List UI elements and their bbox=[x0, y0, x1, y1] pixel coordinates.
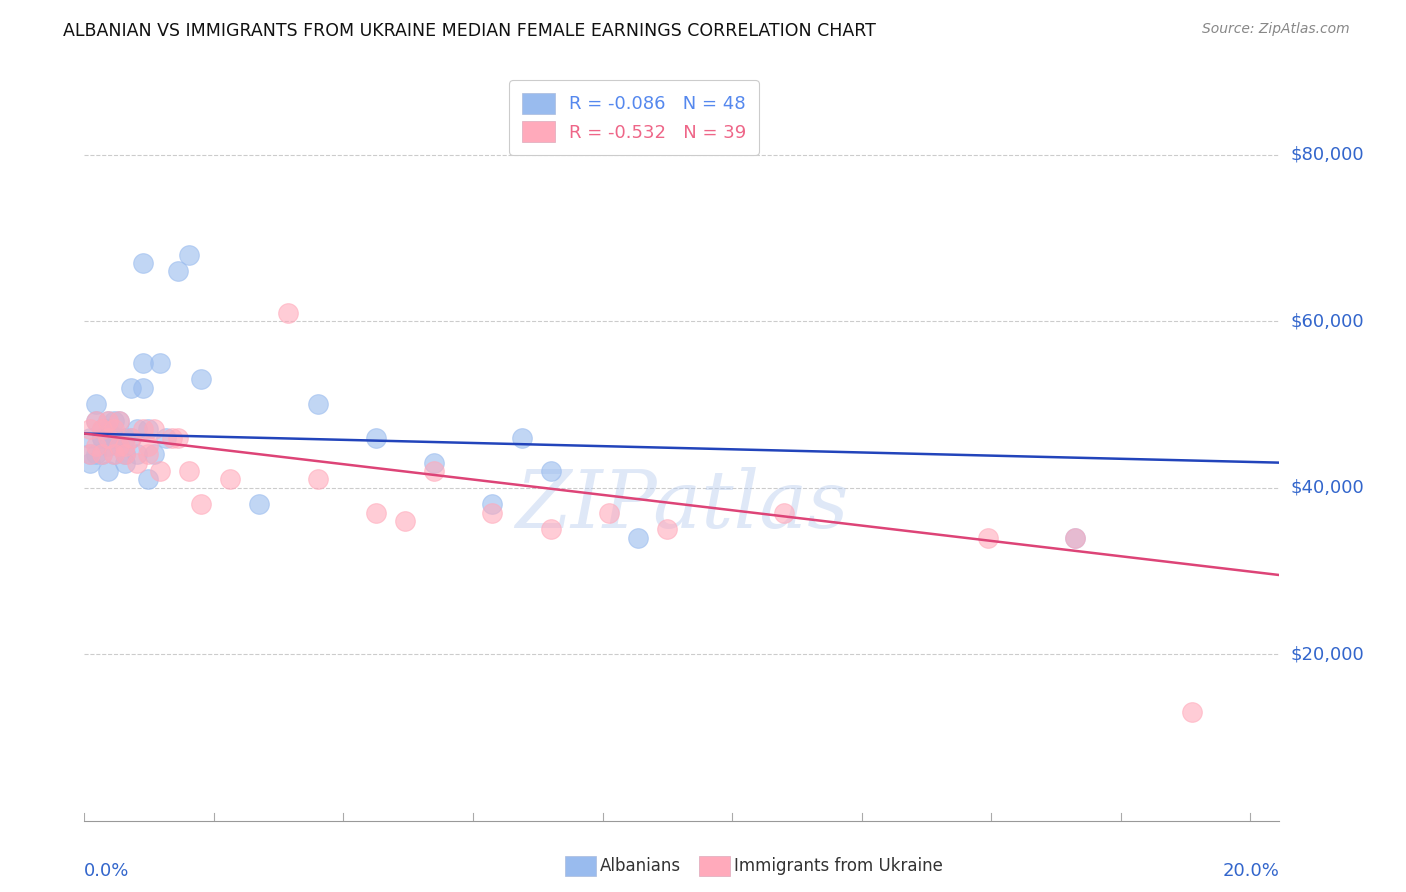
Point bbox=[277, 306, 299, 320]
Point bbox=[120, 431, 142, 445]
Point bbox=[179, 247, 201, 261]
Point bbox=[138, 447, 160, 461]
Point bbox=[103, 422, 125, 436]
Point bbox=[90, 447, 112, 461]
Point bbox=[79, 431, 101, 445]
Point bbox=[114, 447, 136, 461]
Point bbox=[84, 439, 107, 453]
Point bbox=[114, 456, 136, 470]
Point bbox=[125, 456, 148, 470]
Point bbox=[307, 397, 329, 411]
Text: 20.0%: 20.0% bbox=[1223, 862, 1279, 880]
Point bbox=[103, 447, 125, 461]
Point bbox=[394, 514, 416, 528]
Point bbox=[90, 422, 112, 436]
Point bbox=[79, 422, 101, 436]
Text: ZIPatlas: ZIPatlas bbox=[515, 467, 849, 545]
Point bbox=[138, 439, 160, 453]
Point bbox=[90, 422, 112, 436]
Text: $80,000: $80,000 bbox=[1291, 145, 1364, 163]
Text: $60,000: $60,000 bbox=[1291, 312, 1364, 330]
Point bbox=[143, 447, 166, 461]
Point bbox=[103, 431, 125, 445]
Point bbox=[114, 439, 136, 453]
Point bbox=[125, 422, 148, 436]
Point bbox=[108, 414, 131, 428]
Point bbox=[190, 372, 212, 386]
Point bbox=[120, 381, 142, 395]
Point bbox=[79, 447, 101, 461]
Point bbox=[84, 447, 107, 461]
Point bbox=[307, 472, 329, 486]
Point bbox=[423, 456, 446, 470]
Point bbox=[90, 447, 112, 461]
Text: $20,000: $20,000 bbox=[1291, 645, 1364, 663]
Point bbox=[131, 381, 153, 395]
Point bbox=[657, 522, 679, 536]
Text: 0.0%: 0.0% bbox=[84, 862, 129, 880]
Point bbox=[97, 414, 120, 428]
Point bbox=[108, 431, 131, 445]
Point bbox=[84, 397, 107, 411]
Point bbox=[79, 447, 101, 461]
Point bbox=[90, 431, 112, 445]
Point bbox=[627, 531, 650, 545]
Point bbox=[103, 447, 125, 461]
Point bbox=[364, 506, 387, 520]
Point bbox=[131, 422, 153, 436]
Point bbox=[598, 506, 620, 520]
Text: $40,000: $40,000 bbox=[1291, 479, 1364, 497]
Point bbox=[143, 422, 166, 436]
Point bbox=[120, 431, 142, 445]
Point bbox=[190, 497, 212, 511]
Point bbox=[84, 414, 107, 428]
Point bbox=[84, 414, 107, 428]
Point bbox=[481, 506, 503, 520]
Point bbox=[97, 414, 120, 428]
Point bbox=[149, 464, 172, 478]
Point bbox=[481, 497, 503, 511]
Point bbox=[977, 531, 1000, 545]
Point bbox=[219, 472, 242, 486]
Point bbox=[1064, 531, 1087, 545]
Point bbox=[103, 431, 125, 445]
Text: Source: ZipAtlas.com: Source: ZipAtlas.com bbox=[1202, 22, 1350, 37]
Point bbox=[114, 447, 136, 461]
Point bbox=[114, 431, 136, 445]
Point bbox=[131, 256, 153, 270]
Point bbox=[247, 497, 270, 511]
Point bbox=[160, 431, 183, 445]
Point bbox=[423, 464, 446, 478]
Point bbox=[90, 431, 112, 445]
Point bbox=[97, 422, 120, 436]
Point bbox=[155, 431, 177, 445]
Legend: R = -0.086   N = 48, R = -0.532   N = 39: R = -0.086 N = 48, R = -0.532 N = 39 bbox=[509, 80, 759, 154]
Point bbox=[138, 472, 160, 486]
Point bbox=[166, 431, 188, 445]
Point bbox=[138, 422, 160, 436]
Point bbox=[125, 447, 148, 461]
Text: ALBANIAN VS IMMIGRANTS FROM UKRAINE MEDIAN FEMALE EARNINGS CORRELATION CHART: ALBANIAN VS IMMIGRANTS FROM UKRAINE MEDI… bbox=[63, 22, 876, 40]
Point bbox=[97, 439, 120, 453]
Point bbox=[1064, 531, 1087, 545]
Point bbox=[108, 439, 131, 453]
Text: Albanians: Albanians bbox=[600, 857, 682, 875]
Point bbox=[540, 464, 562, 478]
Point bbox=[149, 356, 172, 370]
Point bbox=[179, 464, 201, 478]
Point bbox=[79, 456, 101, 470]
Point bbox=[773, 506, 796, 520]
Point bbox=[510, 431, 533, 445]
Text: Immigrants from Ukraine: Immigrants from Ukraine bbox=[734, 857, 943, 875]
Point bbox=[131, 356, 153, 370]
Point bbox=[97, 431, 120, 445]
Point bbox=[364, 431, 387, 445]
Point bbox=[108, 439, 131, 453]
Point bbox=[540, 522, 562, 536]
Point bbox=[108, 414, 131, 428]
Point bbox=[166, 264, 188, 278]
Point bbox=[97, 464, 120, 478]
Point bbox=[1181, 706, 1204, 720]
Point bbox=[103, 414, 125, 428]
